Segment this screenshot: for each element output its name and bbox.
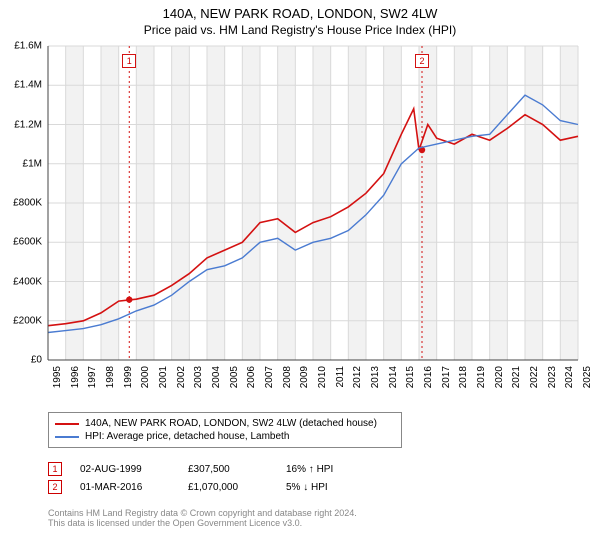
legend-label: 140A, NEW PARK ROAD, LONDON, SW2 4LW (de…	[85, 418, 377, 429]
x-tick-label: 2023	[547, 366, 558, 396]
chart-container: 140A, NEW PARK ROAD, LONDON, SW2 4LW Pri…	[0, 0, 600, 560]
x-tick-label: 1998	[105, 366, 116, 396]
x-tick-label: 2013	[370, 366, 381, 396]
legend-swatch-icon	[55, 436, 79, 438]
y-tick-label: £1M	[0, 158, 42, 169]
chart-marker-box: 1	[122, 54, 136, 68]
y-tick-label: £200K	[0, 315, 42, 326]
x-tick-label: 2006	[246, 366, 257, 396]
x-tick-label: 2016	[423, 366, 434, 396]
y-tick-label: £600K	[0, 237, 42, 248]
license-line: Contains HM Land Registry data © Crown c…	[48, 508, 357, 518]
x-tick-label: 2004	[211, 366, 222, 396]
transaction-delta: 16% ↑ HPI	[286, 464, 333, 475]
y-tick-label: £0	[0, 355, 42, 366]
transactions-table: 1 02-AUG-1999 £307,500 16% ↑ HPI 2 01-MA…	[48, 460, 333, 496]
y-tick-label: £1.2M	[0, 119, 42, 130]
x-tick-label: 2019	[476, 366, 487, 396]
x-tick-label: 2012	[352, 366, 363, 396]
x-tick-label: 2010	[317, 366, 328, 396]
x-tick-label: 2009	[299, 366, 310, 396]
line-chart-svg	[48, 46, 578, 360]
license-text: Contains HM Land Registry data © Crown c…	[48, 508, 357, 528]
x-tick-label: 2020	[494, 366, 505, 396]
legend-swatch-icon	[55, 423, 79, 425]
x-tick-label: 1999	[123, 366, 134, 396]
x-tick-label: 2017	[441, 366, 452, 396]
x-tick-label: 2002	[176, 366, 187, 396]
x-tick-label: 1995	[52, 366, 63, 396]
chart-marker-box: 2	[415, 54, 429, 68]
transaction-row: 2 01-MAR-2016 £1,070,000 5% ↓ HPI	[48, 478, 333, 496]
transaction-price: £1,070,000	[188, 482, 268, 493]
legend-item: 140A, NEW PARK ROAD, LONDON, SW2 4LW (de…	[55, 417, 395, 430]
chart-subtitle: Price paid vs. HM Land Registry's House …	[0, 21, 600, 41]
transaction-marker-icon: 1	[48, 462, 62, 476]
x-tick-label: 2014	[388, 366, 399, 396]
x-tick-label: 2005	[229, 366, 240, 396]
transaction-date: 01-MAR-2016	[80, 482, 170, 493]
x-tick-label: 2000	[140, 366, 151, 396]
chart-title: 140A, NEW PARK ROAD, LONDON, SW2 4LW	[0, 0, 600, 21]
transaction-price: £307,500	[188, 464, 268, 475]
transaction-row: 1 02-AUG-1999 £307,500 16% ↑ HPI	[48, 460, 333, 478]
x-tick-label: 2018	[458, 366, 469, 396]
x-tick-label: 2011	[335, 366, 346, 396]
license-line: This data is licensed under the Open Gov…	[48, 518, 357, 528]
x-tick-label: 2008	[282, 366, 293, 396]
x-tick-label: 1996	[70, 366, 81, 396]
x-tick-label: 2015	[405, 366, 416, 396]
y-tick-label: £400K	[0, 276, 42, 287]
x-tick-label: 2001	[158, 366, 169, 396]
plot-area: 12	[48, 46, 578, 360]
transaction-marker-icon: 2	[48, 480, 62, 494]
legend-item: HPI: Average price, detached house, Lamb…	[55, 430, 395, 443]
transaction-date: 02-AUG-1999	[80, 464, 170, 475]
x-tick-label: 2003	[193, 366, 204, 396]
x-tick-label: 2024	[564, 366, 575, 396]
y-tick-label: £1.4M	[0, 80, 42, 91]
x-tick-label: 2022	[529, 366, 540, 396]
x-tick-label: 2025	[582, 366, 593, 396]
transaction-delta: 5% ↓ HPI	[286, 482, 328, 493]
x-tick-label: 2021	[511, 366, 522, 396]
x-tick-label: 1997	[87, 366, 98, 396]
y-tick-label: £800K	[0, 198, 42, 209]
y-tick-label: £1.6M	[0, 41, 42, 52]
legend-label: HPI: Average price, detached house, Lamb…	[85, 431, 289, 442]
x-tick-label: 2007	[264, 366, 275, 396]
legend: 140A, NEW PARK ROAD, LONDON, SW2 4LW (de…	[48, 412, 402, 448]
